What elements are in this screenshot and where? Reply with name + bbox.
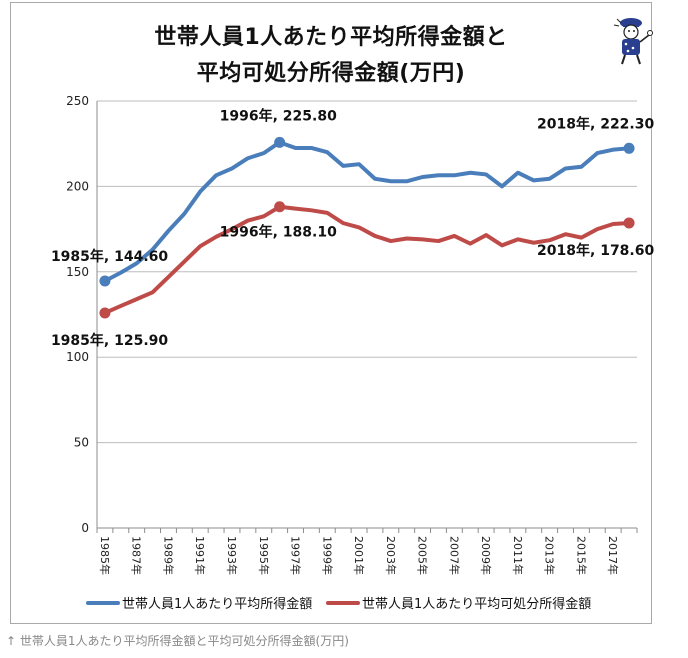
x-tick-label: 1991年	[193, 536, 207, 575]
y-tick-label: 100	[66, 350, 89, 364]
series-line-2	[102, 204, 632, 315]
x-tick-label: 2011年	[511, 536, 525, 575]
series-2-marker-2018	[623, 217, 635, 229]
data-label: 1996年, 225.80	[220, 107, 337, 124]
chart-title-line-1: 世帯人員1人あたり平均所得金額と	[154, 25, 508, 50]
y-tick-label: 0	[81, 521, 89, 535]
x-tick-label: 1987年	[130, 536, 144, 575]
data-label: 1985年, 125.90	[51, 332, 168, 349]
legend-label-1: 世帯人員1人あたり平均所得金額	[122, 596, 312, 612]
series-2-marker-1996	[274, 201, 286, 213]
series-1-marker-1996	[274, 136, 286, 148]
x-tick-label: 2005年	[416, 536, 430, 575]
x-tick-label: 2001年	[352, 536, 366, 575]
x-tick-label: 2007年	[447, 536, 461, 575]
x-tick-label: 1999年	[320, 536, 334, 575]
data-label: 1996年, 188.10	[220, 224, 337, 241]
y-tick-label: 250	[66, 94, 89, 108]
y-tick-label: 200	[66, 179, 89, 193]
chart-frame: 世帯人員1人あたり平均所得金額と 平均可処分所得金額(万円)	[10, 2, 653, 624]
x-tick-label: 2017年	[606, 536, 620, 575]
series-1-marker-2018	[623, 142, 635, 154]
series-line-1	[102, 140, 632, 284]
x-tick-label: 2003年	[384, 536, 398, 575]
x-tick-label: 2015年	[574, 536, 588, 575]
line-chart: 0 50 100 150 200 250 1985年 1987年 1989年 1991年 1993年…	[51, 94, 655, 612]
figure-caption: ↑ 世帯人員1人あたり平均所得金額と平均可処分所得金額(万円)	[6, 634, 349, 648]
y-tick-label: 50	[74, 436, 89, 450]
chart-title-line-2: 平均可処分所得金額(万円)	[196, 61, 466, 86]
series-1-marker-1985	[99, 275, 111, 287]
x-tick-label: 2009年	[479, 536, 493, 575]
x-tick-label: 2013年	[543, 536, 557, 575]
data-label: 2018年, 178.60	[537, 242, 654, 259]
series-2-marker-1985	[99, 307, 111, 319]
x-tick-label: 1995年	[257, 536, 271, 575]
mascot-illustration-icon	[613, 18, 653, 65]
x-tick-label: 1989年	[161, 536, 175, 575]
x-tick-label: 1985年	[98, 536, 112, 575]
x-tick-label: 1997年	[289, 536, 303, 575]
y-tick-label: 150	[66, 265, 89, 279]
x-tick-label: 1993年	[225, 536, 239, 575]
data-label: 1985年, 144.60	[51, 248, 168, 265]
legend-label-2: 世帯人員1人あたり平均可処分所得金額	[362, 596, 591, 612]
data-label: 2018年, 222.30	[537, 115, 654, 132]
